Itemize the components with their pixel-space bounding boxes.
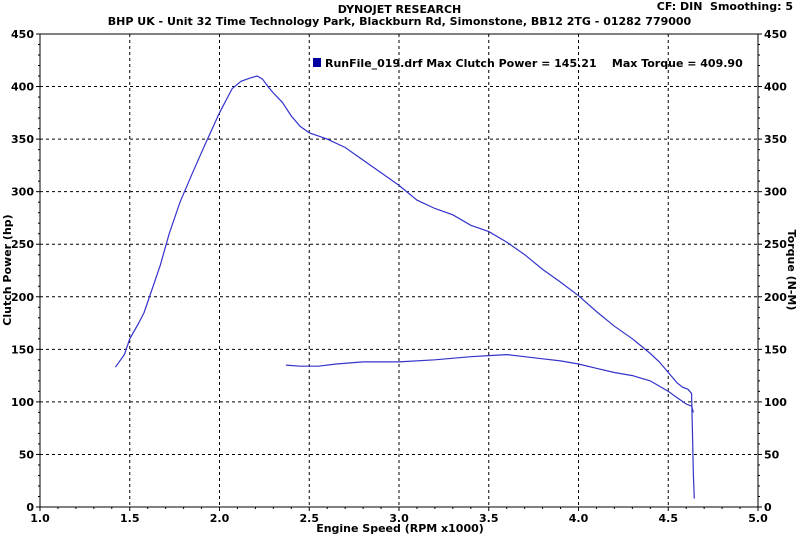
y2-axis-label: Torque (N-M) — [785, 230, 798, 311]
x-tick-label: 5.0 — [748, 512, 768, 525]
y-tick-label: 400 — [11, 81, 34, 94]
x-axis-label: Engine Speed (RPM x1000) — [316, 522, 484, 535]
y-tick-label: 450 — [11, 28, 34, 41]
y-tick-label: 100 — [11, 396, 34, 409]
y-tick-label: 150 — [11, 343, 34, 356]
legend: RunFile_019.drf Max Clutch Power = 145.2… — [313, 57, 743, 70]
grid-lines — [40, 34, 758, 507]
clutch-power-line — [285, 353, 694, 413]
x-tick-label: 3.0 — [389, 512, 409, 525]
x-tick-label: 2.0 — [210, 512, 230, 525]
y-tick-label: 50 — [19, 448, 35, 461]
y2-tick-label: 350 — [764, 133, 787, 146]
y-tick-label: 300 — [11, 186, 34, 199]
torque-line — [114, 75, 695, 499]
x-tick-label: 3.5 — [479, 512, 499, 525]
y2-tick-label: 100 — [764, 396, 787, 409]
y-tick-label: 350 — [11, 133, 34, 146]
y2-tick-label: 450 — [764, 28, 787, 41]
y2-tick-label: 0 — [764, 501, 772, 514]
series-group — [114, 75, 695, 499]
y2-tick-label: 150 — [764, 343, 787, 356]
settings-label: CF: DIN Smoothing: 5 — [656, 0, 793, 13]
y-tick-label: 0 — [26, 501, 34, 514]
y2-tick-label: 400 — [764, 81, 787, 94]
y2-tick-label: 300 — [764, 186, 787, 199]
chart-title: DYNOJET RESEARCH — [337, 3, 462, 16]
y-axis-label: Clutch Power (hp) — [1, 214, 14, 325]
legend-swatch — [313, 58, 321, 67]
y2-tick-label: 50 — [764, 448, 780, 461]
x-tick-label: 4.0 — [569, 512, 589, 525]
x-tick-label: 1.5 — [120, 512, 140, 525]
y2-tick-label: 200 — [764, 291, 787, 304]
y-tick-label: 250 — [11, 238, 34, 251]
y-tick-label: 200 — [11, 291, 34, 304]
chart-subtitle: BHP UK - Unit 32 Time Technology Park, B… — [107, 15, 692, 28]
legend-text: RunFile_019.drf Max Clutch Power = 145.2… — [325, 57, 743, 70]
x-tick-label: 2.5 — [300, 512, 320, 525]
x-tick-label: 1.0 — [30, 512, 50, 525]
y2-tick-label: 250 — [764, 238, 787, 251]
x-tick-label: 4.5 — [659, 512, 679, 525]
